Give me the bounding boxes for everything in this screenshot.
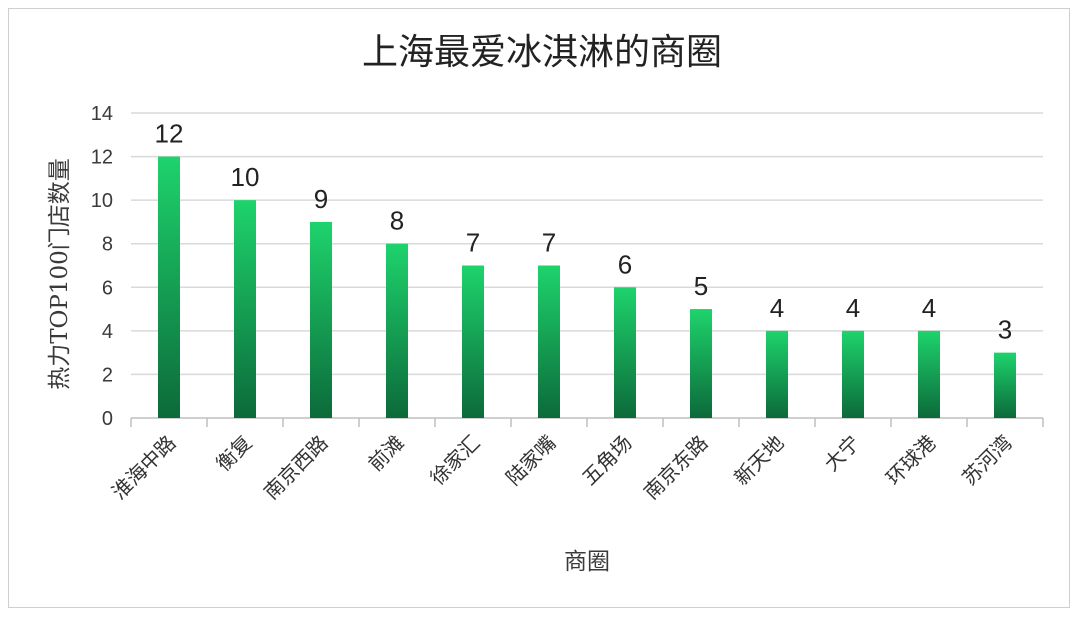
x-tick-label: 大宁: [819, 431, 864, 476]
x-axis-categories: 淮海中路 衡复 南京西路 前滩 徐家汇 陆家嘴 五角场 南京东路 新天地 大宁 环球港 苏河湾: [107, 431, 1017, 505]
bar: [386, 243, 408, 418]
x-tick-label: 新天地: [729, 431, 788, 490]
data-label: 12: [155, 119, 184, 149]
data-label: 8: [390, 206, 404, 236]
bar: [766, 330, 788, 418]
x-tick-label: 陆家嘴: [501, 431, 560, 490]
data-label: 10: [231, 162, 260, 192]
x-tick-label: 五角场: [577, 431, 636, 490]
x-tick-label: 南京西路: [259, 431, 333, 505]
x-axis-title: 商圈: [564, 549, 610, 575]
x-tick-label: 环球港: [881, 431, 940, 490]
bar: [310, 221, 332, 418]
gridlines: [130, 112, 1044, 427]
y-tick-label: 12: [91, 147, 113, 169]
y-tick-label: 8: [102, 234, 113, 256]
chart-frame: 上海最爱冰淇淋的商圈 0 2 4 6 8 10 12 14 12 10 9 8 7 7 6 5 4 4 4 3 淮海…: [8, 8, 1070, 608]
y-axis-title: 热力TOP100门店数量: [47, 158, 73, 390]
data-label: 5: [694, 271, 708, 301]
bar: [462, 265, 484, 418]
y-tick-label: 14: [91, 103, 113, 125]
x-tick-label: 淮海中路: [107, 431, 181, 505]
bar: [994, 352, 1016, 418]
x-tick-label: 苏河湾: [957, 431, 1016, 490]
data-label: 7: [542, 228, 556, 258]
bar: [918, 330, 940, 418]
data-labels: 12 10 9 8 7 7 6 5 4 4 4 3: [155, 119, 1013, 345]
data-label: 4: [770, 293, 784, 323]
bars: [158, 156, 1016, 419]
data-label: 4: [922, 293, 936, 323]
data-label: 9: [314, 184, 328, 214]
x-tick-label: 衡复: [211, 431, 256, 476]
x-tick-label: 前滩: [363, 431, 408, 476]
data-label: 3: [998, 315, 1012, 345]
y-axis-ticks: 0 2 4 6 8 10 12 14: [91, 103, 113, 430]
y-tick-label: 6: [102, 277, 113, 299]
x-tick-label: 南京东路: [639, 431, 713, 505]
bar: [842, 330, 864, 418]
bar-chart: 上海最爱冰淇淋的商圈 0 2 4 6 8 10 12 14 12 10 9 8 7 7 6 5 4 4 4 3 淮海…: [47, 32, 1044, 575]
y-tick-label: 10: [91, 190, 113, 212]
data-label: 4: [846, 293, 860, 323]
bar: [538, 265, 560, 418]
bar: [234, 200, 256, 418]
data-label: 7: [466, 228, 480, 258]
x-tick-label: 徐家汇: [425, 431, 484, 490]
data-label: 6: [618, 249, 632, 279]
bar: [614, 287, 636, 418]
y-tick-label: 4: [102, 321, 113, 343]
y-tick-label: 2: [102, 364, 113, 386]
chart-title: 上海最爱冰淇淋的商圈: [362, 32, 722, 73]
bar: [690, 309, 712, 418]
bar: [158, 156, 180, 419]
y-tick-label: 0: [102, 408, 113, 430]
